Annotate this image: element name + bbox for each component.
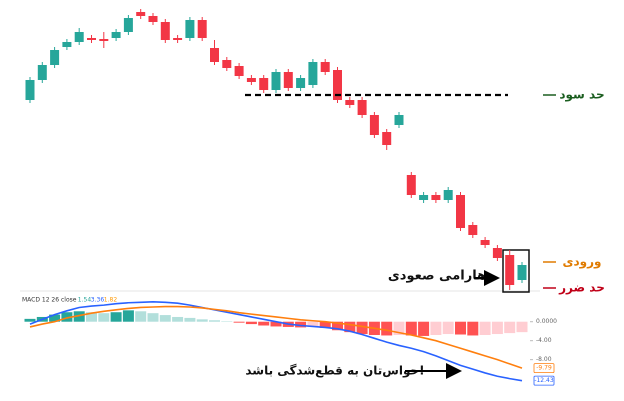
histogram-bar [147,313,159,322]
macd-line [29,305,523,369]
candle-body [296,78,306,88]
histogram-bar [332,321,343,331]
level-label: حد ضرر [558,281,605,295]
candle-body [50,50,60,65]
histogram-bar [233,321,245,323]
candle-body [492,248,502,258]
candle-body [173,38,183,40]
last-value-box [533,363,555,374]
candle-body [62,42,72,47]
candle-body [99,39,109,41]
candle-body [406,175,416,195]
candle-body [234,66,244,76]
histogram-bar [430,321,442,335]
level-label: حد سود [559,88,604,103]
histogram-bar [258,321,270,326]
candle-body [345,100,355,105]
macd-readout: 3.36 [91,297,105,304]
candle-body [111,32,121,38]
histogram-bar [491,321,503,335]
histogram-bar [172,316,184,322]
histogram-bar [381,321,393,336]
candle-body [394,115,404,125]
level-label: ورودی [563,255,602,270]
candle-body [517,265,527,280]
candle-body [123,18,133,32]
histogram-bar [61,312,73,322]
histogram-bar [110,312,122,322]
histogram-bar [209,320,220,322]
candle-body [37,65,47,80]
candle-body [468,225,478,235]
candle-body [431,195,441,200]
last-value-box [533,375,555,386]
candle-body [357,100,367,115]
histogram-bar [135,311,147,322]
histogram-bar [307,321,319,327]
candle-body [259,78,269,90]
y-tick-label: -4.00 [536,337,552,344]
histogram-bar [184,317,196,322]
candle-body [210,48,219,62]
histogram-bar [73,311,85,322]
histogram-bar [504,321,516,334]
histogram-bar [98,313,110,322]
last-value-label: -9.79 [536,365,552,372]
candle-body [185,20,195,38]
candle-body [505,255,515,285]
histogram-bar [516,321,528,333]
candle-body [222,60,232,68]
pattern-label: هارامی صعودی [388,269,486,284]
macd-readout: 1.82 [104,297,118,304]
candle-body [369,115,379,135]
macd-title: MACD 12 26 close [22,297,77,304]
histogram-bar [122,310,134,322]
candle-body [25,80,35,100]
candle-body [419,195,429,200]
candle-body [308,62,318,85]
histogram-bar [245,321,257,325]
histogram-bar [319,321,331,328]
y-tick-label: -8.00 [536,356,552,363]
histogram-bar [24,318,36,322]
histogram-bar [344,321,356,333]
candle-body [456,195,465,228]
histogram-bar [196,319,208,322]
histogram-bar [295,321,307,328]
histogram-bar [356,321,368,335]
histogram-bar [49,314,61,322]
last-value-label: -12.43 [534,377,554,384]
histogram-bar [442,321,454,335]
macd-line [29,300,523,382]
candle-body [333,70,342,100]
candle-body [148,16,158,22]
histogram-bar [159,315,171,322]
warning-label: حواس‌تان به قطع‌شدگی باشد! [245,364,424,379]
pattern-box [502,249,530,293]
candle-body [271,72,281,90]
histogram-bar [393,321,405,335]
macd-readout: 1.54 [78,297,92,304]
histogram-bar [455,321,466,335]
histogram-bar [86,312,97,322]
candle-body [382,132,392,145]
candle-body [74,32,84,42]
histogram-bar [418,321,430,336]
candle-body [87,38,96,40]
histogram-bar [467,321,479,336]
candle-body [197,20,207,38]
candle-body [443,190,453,200]
histogram-bar [479,321,491,335]
candle-body [160,22,170,40]
candle-body [480,240,490,245]
candle-body [246,78,256,82]
candle-body [283,72,293,88]
candle-body [136,12,146,16]
y-tick-label: 0.0000 [536,318,557,325]
histogram-bar [405,321,417,336]
histogram-bar [270,321,282,327]
candle-body [320,62,330,72]
